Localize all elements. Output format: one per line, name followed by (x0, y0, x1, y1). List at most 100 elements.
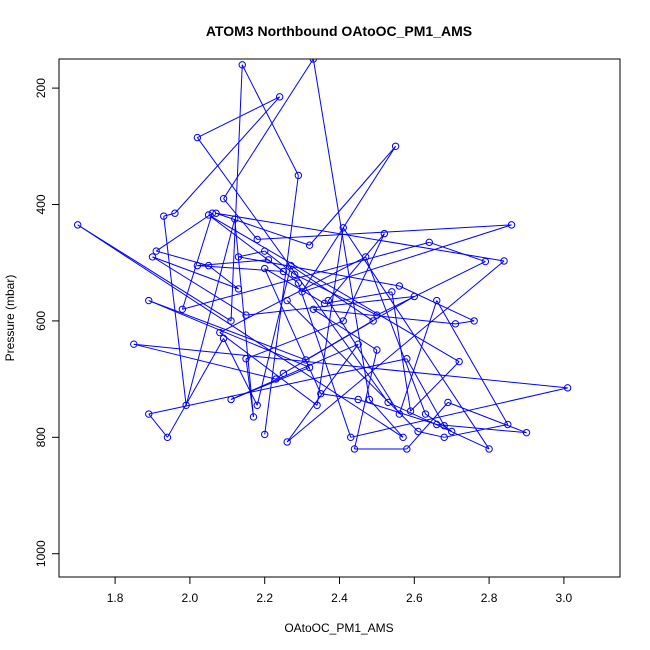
data-point (219, 194, 228, 203)
series-segment (230, 367, 310, 400)
data-point (171, 209, 179, 217)
series-segment (77, 224, 232, 322)
data-point (145, 296, 153, 305)
data-point (160, 212, 168, 220)
data-point (287, 261, 295, 270)
data-point (380, 229, 389, 238)
series-segment (185, 218, 236, 406)
series-segment (342, 233, 385, 322)
series-segment (167, 338, 224, 438)
data-point (309, 305, 318, 313)
data-point (384, 398, 392, 407)
series-segment (320, 393, 359, 400)
data-point (216, 328, 224, 337)
y-tick-label: 800 (34, 427, 48, 447)
data-point (354, 340, 362, 348)
series-segment (447, 401, 527, 434)
series-segment (301, 224, 512, 293)
series-segment (77, 224, 404, 438)
data-point (219, 334, 228, 343)
data-point (261, 430, 269, 439)
series-segment (301, 146, 397, 293)
series-segment (324, 291, 392, 304)
data-point (279, 369, 288, 377)
data-point (261, 264, 269, 273)
series-segment (152, 256, 247, 316)
series-segment (290, 265, 374, 322)
data-point (163, 433, 172, 442)
chart-title: ATOM3 Northbound OAtoOC_PM1_AMS (206, 23, 472, 39)
data-point (354, 395, 362, 404)
series-0 (74, 59, 572, 453)
y-tick-label: 1000 (34, 540, 48, 567)
series-segment (238, 250, 265, 258)
data-point (74, 221, 82, 229)
data-point (249, 413, 258, 421)
data-point (253, 235, 261, 244)
data-point (227, 395, 235, 404)
data-point (399, 433, 407, 442)
series-segment (275, 372, 284, 380)
series-segment (245, 358, 254, 418)
data-point (294, 171, 303, 180)
data-point (504, 420, 512, 429)
series-segment (387, 401, 490, 450)
series-segment (148, 413, 168, 438)
data-point (391, 142, 400, 151)
series-segment (350, 387, 568, 438)
data-point (406, 407, 415, 415)
series-segment (312, 59, 370, 400)
series-segment (155, 212, 213, 252)
series-segment (376, 261, 486, 316)
series-segment (410, 361, 460, 412)
series-segment (156, 250, 209, 267)
data-point (414, 427, 422, 436)
data-point (294, 279, 303, 287)
series-segment (133, 343, 568, 389)
series-segment (245, 320, 344, 360)
data-point (433, 296, 441, 305)
x-tick-label: 2.4 (331, 591, 348, 605)
data-point (410, 292, 418, 301)
y-tick-label: 600 (34, 311, 48, 331)
series-segment (148, 358, 407, 415)
data-point (522, 428, 531, 437)
series-segment (163, 216, 187, 406)
data-point (433, 420, 441, 429)
x-tick-label: 2.8 (481, 591, 498, 605)
data-point (208, 209, 217, 217)
data-point (130, 340, 138, 348)
series-segment (309, 145, 396, 246)
data-point (339, 224, 347, 232)
series-segment (181, 213, 213, 310)
data-point (204, 261, 213, 270)
data-point (234, 253, 243, 261)
data-point (507, 221, 516, 229)
series-segment (208, 265, 239, 290)
series-segment (283, 320, 374, 374)
series-segment (245, 295, 415, 316)
data-point (242, 355, 250, 363)
data-point (451, 320, 460, 328)
series-segment (223, 59, 314, 199)
data-point (279, 267, 288, 276)
series-segment (133, 343, 277, 380)
x-tick-label: 2.2 (256, 591, 273, 605)
data-point (448, 427, 456, 436)
series-segment (196, 137, 389, 403)
series-segment (342, 227, 490, 450)
data-point (361, 253, 370, 261)
series-segment (406, 402, 449, 450)
data-point (290, 270, 299, 279)
series-segment (313, 308, 456, 325)
data-point (369, 317, 377, 325)
data-point (365, 395, 374, 404)
data-point (485, 445, 493, 453)
data-point (242, 311, 250, 319)
data-point (388, 288, 396, 296)
data-point (350, 445, 359, 453)
data-point (212, 209, 220, 217)
series-segment (313, 308, 378, 351)
x-tick-label: 2.6 (406, 591, 423, 605)
